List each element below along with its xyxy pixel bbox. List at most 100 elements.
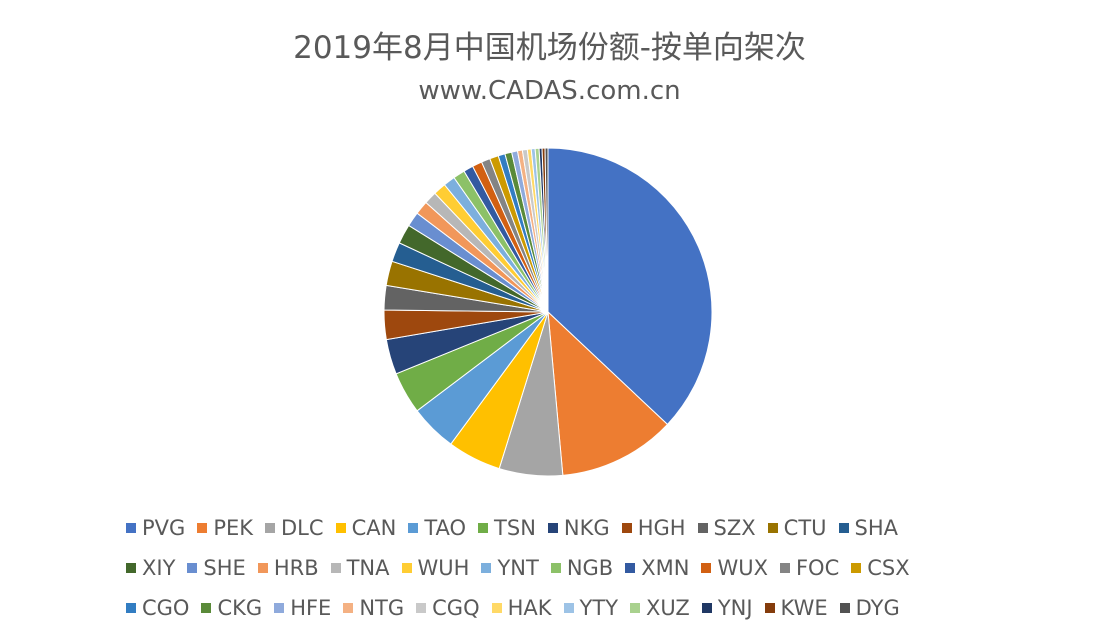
legend-item-can: CAN xyxy=(335,516,397,540)
legend-item-wux: WUX xyxy=(701,556,768,580)
legend-item-xiy: XIY xyxy=(126,556,175,580)
legend-swatch xyxy=(625,563,636,573)
legend-swatch xyxy=(767,523,778,533)
legend-item-pek: PEK xyxy=(197,516,253,540)
legend-label: WUH xyxy=(417,556,470,580)
legend-item-xuz: XUZ xyxy=(630,596,690,620)
legend-item-ntg: NTG xyxy=(343,596,404,620)
legend-item-tao: TAO xyxy=(408,516,466,540)
legend-item-yty: YTY xyxy=(563,596,619,620)
legend-label: DYG xyxy=(855,596,900,620)
legend-swatch xyxy=(839,603,850,613)
legend-item-hrb: HRB xyxy=(257,556,319,580)
legend-label: FOC xyxy=(795,556,840,580)
legend-item-cgo: CGO xyxy=(126,596,189,620)
legend-swatch xyxy=(630,603,641,613)
legend-swatch xyxy=(343,603,354,613)
legend-label: CGQ xyxy=(432,596,480,620)
pie-slice-dyg xyxy=(544,147,549,313)
legend-item-ckg: CKG xyxy=(201,596,262,620)
legend-item-nkg: NKG xyxy=(547,516,610,540)
legend-swatch xyxy=(701,563,712,573)
legend-label: CAN xyxy=(351,516,397,540)
legend-swatch xyxy=(621,523,632,533)
legend-item-cgq: CGQ xyxy=(416,596,480,620)
legend-item-pvg: PVG xyxy=(126,516,185,540)
legend-item-she: SHE xyxy=(187,556,246,580)
legend-item-kwe: KWE xyxy=(764,596,828,620)
legend-label: TSN xyxy=(494,516,536,540)
legend-swatch xyxy=(764,603,775,613)
legend-label: SHA xyxy=(854,516,899,540)
legend-item-sha: SHA xyxy=(838,516,899,540)
legend-label: HGH xyxy=(637,516,686,540)
legend-label: KWE xyxy=(780,596,828,620)
legend-swatch xyxy=(550,563,561,573)
pie-slice-pek xyxy=(547,310,669,476)
chart-legend: PVG PEK DLC CAN TAO TSN NKG HGH SZX CTU SHA XIY SHE H… xyxy=(126,508,986,628)
legend-swatch xyxy=(201,603,212,613)
legend-item-xmn: XMN xyxy=(625,556,689,580)
legend-label: SZX xyxy=(713,516,756,540)
legend-item-hfe: HFE xyxy=(274,596,331,620)
legend-item-dlc: DLC xyxy=(265,516,324,540)
legend-swatch xyxy=(126,563,136,573)
legend-label: CTU xyxy=(783,516,827,540)
legend-label: NGB xyxy=(566,556,614,580)
legend-label: CGO xyxy=(142,596,190,620)
legend-row: CGO CKG HFE NTG CGQ HAK YTY XUZ YNJ KWE DYG xyxy=(126,588,986,628)
legend-swatch xyxy=(481,563,492,573)
legend-label: CSX xyxy=(867,556,910,580)
legend-label: PVG xyxy=(142,516,186,540)
legend-label: YTY xyxy=(579,596,619,620)
legend-row: XIY SHE HRB TNA WUH YNT NGB XMN WUX FOC CSX xyxy=(126,548,986,588)
legend-label: NKG xyxy=(563,516,610,540)
legend-item-szx: SZX xyxy=(697,516,756,540)
legend-label: WUX xyxy=(717,556,768,580)
legend-swatch xyxy=(126,523,136,533)
legend-swatch xyxy=(257,563,268,573)
legend-label: SHE xyxy=(203,556,246,580)
legend-swatch xyxy=(701,603,712,613)
legend-item-ynj: YNJ xyxy=(701,596,753,620)
legend-label: DLC xyxy=(281,516,324,540)
legend-item-hak: HAK xyxy=(491,596,552,620)
legend-item-hgh: HGH xyxy=(621,516,686,540)
chart-title: 2019年8月中国机场份额-按单向架次 xyxy=(293,30,806,66)
legend-swatch xyxy=(547,523,558,533)
legend-item-foc: FOC xyxy=(779,556,840,580)
legend-swatch xyxy=(851,563,862,573)
legend-item-dyg: DYG xyxy=(839,596,900,620)
legend-swatch xyxy=(408,523,419,533)
legend-item-ynt: YNT xyxy=(481,556,539,580)
legend-swatch xyxy=(335,523,346,533)
legend-swatch xyxy=(274,603,285,613)
legend-label: TNA xyxy=(346,556,390,580)
legend-swatch xyxy=(697,523,708,533)
legend-row: PVG PEK DLC CAN TAO TSN NKG HGH SZX CTU SHA xyxy=(126,508,986,548)
legend-swatch xyxy=(779,563,790,573)
legend-label: TAO xyxy=(424,516,467,540)
legend-item-tna: TNA xyxy=(330,556,390,580)
legend-label: YNJ xyxy=(717,596,753,620)
legend-label: XUZ xyxy=(646,596,690,620)
legend-label: HRB xyxy=(273,556,319,580)
legend-item-csx: CSX xyxy=(851,556,910,580)
legend-item-wuh: WUH xyxy=(401,556,470,580)
legend-swatch xyxy=(265,523,276,533)
legend-label: NTG xyxy=(359,596,405,620)
legend-label: XIY xyxy=(142,556,176,580)
legend-item-ctu: CTU xyxy=(767,516,827,540)
legend-swatch xyxy=(197,523,208,533)
legend-swatch xyxy=(330,563,341,573)
legend-swatch xyxy=(416,603,427,613)
legend-swatch xyxy=(838,523,849,533)
legend-swatch xyxy=(187,563,198,573)
legend-swatch xyxy=(563,603,574,613)
legend-item-ngb: NGB xyxy=(550,556,614,580)
legend-item-tsn: TSN xyxy=(478,516,536,540)
legend-swatch xyxy=(478,523,489,533)
legend-label: HAK xyxy=(507,596,552,620)
pie-slice-pvg xyxy=(547,147,713,426)
